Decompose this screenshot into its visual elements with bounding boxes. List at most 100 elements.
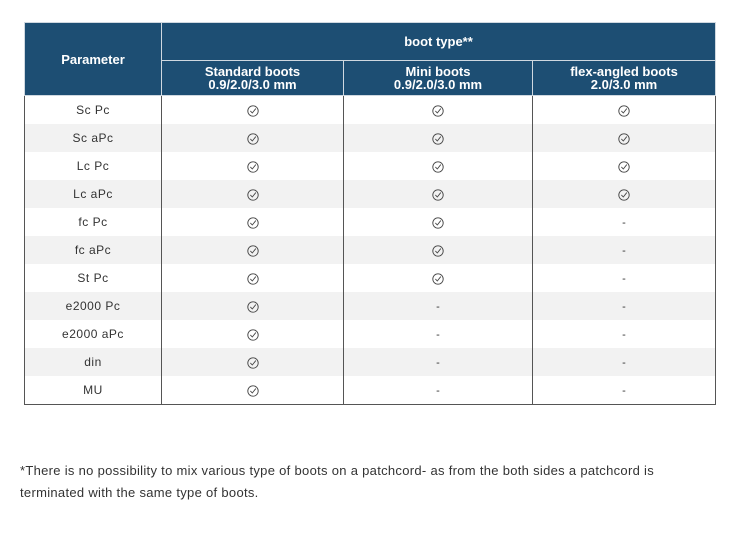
table-row: MU - - [24, 376, 717, 405]
circled-check-icon [432, 245, 444, 257]
parameter-cell: din [24, 348, 162, 376]
compatibility-cell: - [343, 320, 533, 348]
compatibility-cell [161, 348, 344, 376]
compatibility-cell [343, 95, 533, 124]
circled-check-icon [432, 217, 444, 229]
circled-check-icon [432, 189, 444, 201]
not-available-dash: - [436, 357, 440, 369]
standard-boots-header: Standard boots 0.9/2.0/3.0 mm [161, 59, 344, 96]
compatibility-cell [531, 180, 717, 208]
parameter-cell: fc Pc [24, 208, 162, 236]
circled-check-icon [432, 105, 444, 117]
compatibility-cell [161, 292, 344, 320]
parameter-cell: e2000 aPc [24, 320, 162, 348]
parameter-cell: MU [24, 376, 162, 405]
compatibility-cell: - [531, 236, 717, 264]
not-available-dash: - [622, 329, 626, 341]
table-row: Lc aPc [24, 180, 717, 208]
compatibility-cell: - [343, 348, 533, 376]
circled-check-icon [432, 161, 444, 173]
mini-boots-sizes: 0.9/2.0/3.0 mm [393, 76, 483, 92]
table-row: St Pc - [24, 264, 717, 292]
compatibility-cell [161, 376, 344, 405]
not-available-dash: - [436, 385, 440, 397]
compatibility-cell: - [343, 292, 533, 320]
parameter-cell: Lc aPc [24, 180, 162, 208]
boot-compatibility-table-wrapper: Parameter boot type** Standard boots 0.9… [24, 22, 717, 405]
table-body: Sc Pc Sc aPc Lc Pc Lc aPc fc Pc - fc aPc - St Pc… [24, 95, 717, 405]
table-row: e2000 Pc - - [24, 292, 717, 320]
compatibility-cell [343, 208, 533, 236]
boot-compatibility-table: Parameter boot type** Standard boots 0.9… [24, 22, 717, 405]
compatibility-cell [161, 236, 344, 264]
boot-type-header: boot type** [160, 22, 717, 61]
table-row: Sc Pc [24, 95, 717, 124]
table-row: Lc Pc [24, 152, 717, 180]
compatibility-cell [161, 180, 344, 208]
circled-check-icon [246, 357, 259, 369]
flex-angled-boots-header: flex-angled boots 2.0/3.0 mm [531, 59, 717, 96]
circled-check-icon [246, 217, 259, 229]
compatibility-cell [161, 95, 344, 124]
circled-check-icon [246, 133, 259, 145]
circled-check-icon [618, 189, 630, 201]
circled-check-icon [246, 301, 259, 313]
circled-check-icon [246, 329, 259, 341]
circled-check-icon [618, 105, 630, 117]
circled-check-icon [618, 133, 630, 145]
table-row: fc aPc - [24, 236, 717, 264]
compatibility-cell [343, 264, 533, 292]
compatibility-cell [343, 152, 533, 180]
compatibility-cell: - [531, 376, 717, 405]
circled-check-icon [246, 161, 259, 173]
standard-boots-sizes: 0.9/2.0/3.0 mm [208, 76, 297, 92]
compatibility-cell [161, 152, 344, 180]
not-available-dash: - [622, 273, 626, 285]
compatibility-cell [531, 152, 717, 180]
standard-boots-title: Standard boots [204, 63, 301, 79]
not-available-dash: - [622, 217, 626, 229]
circled-check-icon [618, 161, 630, 173]
compatibility-cell [343, 180, 533, 208]
parameter-cell: fc aPc [24, 236, 162, 264]
circled-check-icon [246, 385, 259, 397]
compatibility-cell [343, 124, 533, 152]
circled-check-icon [246, 245, 259, 257]
compatibility-cell: - [531, 320, 717, 348]
parameter-cell: Sc aPc [24, 124, 162, 152]
compatibility-cell: - [531, 264, 717, 292]
not-available-dash: - [622, 357, 626, 369]
table-row: fc Pc - [24, 208, 717, 236]
circled-check-icon [246, 105, 259, 117]
compatibility-cell: - [531, 348, 717, 376]
not-available-dash: - [622, 301, 626, 313]
parameter-cell: e2000 Pc [24, 292, 162, 320]
table-row: Sc aPc [24, 124, 717, 152]
parameter-header: Parameter [24, 22, 162, 96]
compatibility-cell: - [531, 292, 717, 320]
circled-check-icon [246, 189, 259, 201]
mini-boots-header: Mini boots 0.9/2.0/3.0 mm [343, 59, 533, 96]
compatibility-cell [161, 208, 344, 236]
not-available-dash: - [436, 329, 440, 341]
flex-angled-boots-title: flex-angled boots [570, 63, 678, 79]
circled-check-icon [432, 133, 444, 145]
compatibility-cell [161, 320, 344, 348]
circled-check-icon [246, 273, 259, 285]
compatibility-cell [343, 236, 533, 264]
compatibility-cell [531, 95, 717, 124]
parameter-cell: Lc Pc [24, 152, 162, 180]
compatibility-cell [161, 124, 344, 152]
not-available-dash: - [622, 245, 626, 257]
footnote: *There is no possibility to mix various … [20, 463, 655, 500]
parameter-cell: Sc Pc [24, 95, 162, 124]
table-row: din - - [24, 348, 717, 376]
circled-check-icon [432, 273, 444, 285]
mini-boots-title: Mini boots [405, 63, 471, 79]
compatibility-cell [531, 124, 717, 152]
not-available-dash: - [622, 385, 626, 397]
table-row: e2000 aPc - - [24, 320, 717, 348]
not-available-dash: - [436, 301, 440, 313]
parameter-cell: St Pc [24, 264, 162, 292]
flex-angled-boots-sizes: 2.0/3.0 mm [590, 76, 658, 92]
